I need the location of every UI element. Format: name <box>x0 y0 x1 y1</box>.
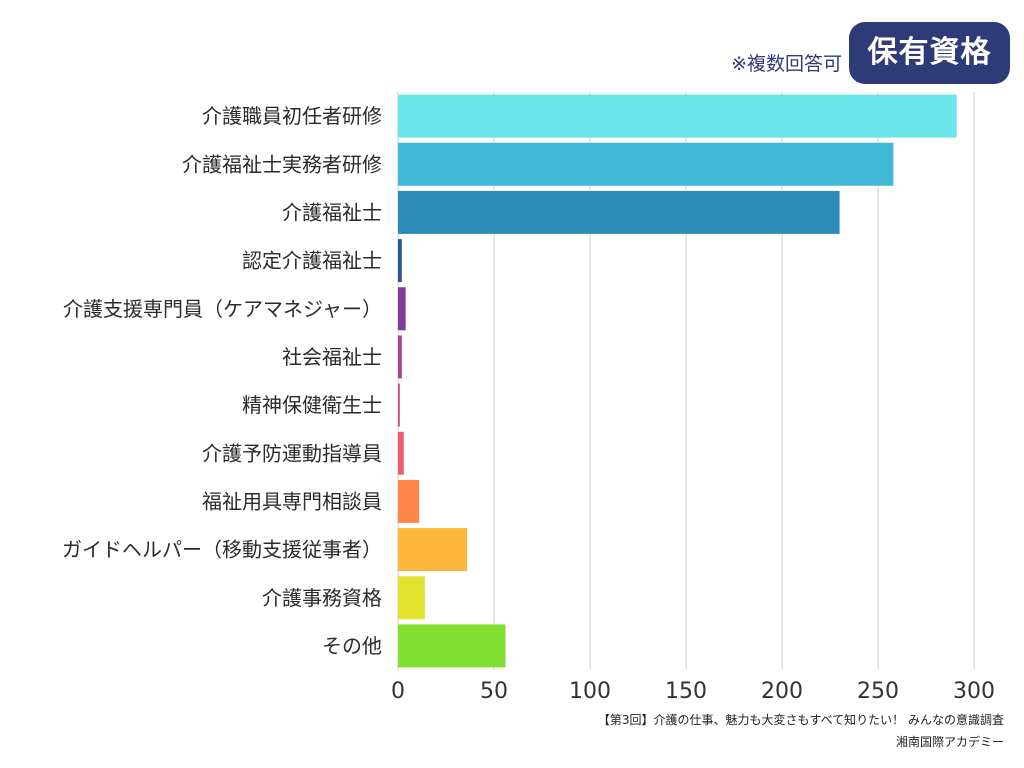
x-tick-label-50: 50 <box>480 679 508 704</box>
multiple-answer-note: ※複数回答可 <box>731 53 842 75</box>
bar-10 <box>398 528 468 572</box>
bar-5 <box>398 287 406 331</box>
bar-12 <box>398 624 506 668</box>
x-tick-label-150: 150 <box>665 679 707 704</box>
category-label-5: 介護支援専門員（ケアマネジャー） <box>63 297 382 321</box>
bar-7 <box>398 383 400 427</box>
bar-4 <box>398 239 402 283</box>
category-label-6: 社会福祉士 <box>282 345 382 369</box>
category-label-9: 福祉用具専門相談員 <box>202 489 382 513</box>
bars-layer <box>398 94 957 668</box>
bar-9 <box>398 479 420 523</box>
bar-6 <box>398 335 402 379</box>
source-line-2: 湘南国際アカデミー <box>895 735 1004 749</box>
category-label-11: 介護事務資格 <box>262 586 382 610</box>
x-tick-label-200: 200 <box>761 679 803 704</box>
category-label-1: 介護職員初任者研修 <box>202 104 382 128</box>
bar-1 <box>398 94 957 138</box>
category-label-12: その他 <box>322 634 382 658</box>
bar-2 <box>398 142 894 186</box>
bar-3 <box>398 190 840 234</box>
category-label-8: 介護予防運動指導員 <box>202 441 382 465</box>
x-tick-label-250: 250 <box>857 679 899 704</box>
bar-11 <box>398 576 425 620</box>
category-label-2: 介護福祉士実務者研修 <box>182 152 382 176</box>
x-tick-label-0: 0 <box>391 679 405 704</box>
chart-title-badge: 保有資格 <box>849 22 1010 84</box>
bar-8 <box>398 431 404 475</box>
category-label-4: 認定介護福祉士 <box>242 249 382 273</box>
grid-lines <box>397 92 975 670</box>
category-label-10: ガイドヘルパー（移動支援従事者） <box>62 538 382 562</box>
source-line-1: 【第3回】介護の仕事、魅力も大変さもすべて知りたい！ みんなの意識調査 <box>597 713 1004 727</box>
x-tick-label-100: 100 <box>569 679 611 704</box>
category-label-3: 介護福祉士 <box>282 200 382 224</box>
category-label-7: 精神保健衛生士 <box>242 393 382 417</box>
category-labels: 介護職員初任者研修介護福祉士実務者研修介護福祉士認定介護福祉士介護支援専門員（ケ… <box>62 104 382 658</box>
x-tick-label-300: 300 <box>953 679 995 704</box>
x-axis-ticks: 0 50 100 150 200 250 300 <box>391 679 995 704</box>
